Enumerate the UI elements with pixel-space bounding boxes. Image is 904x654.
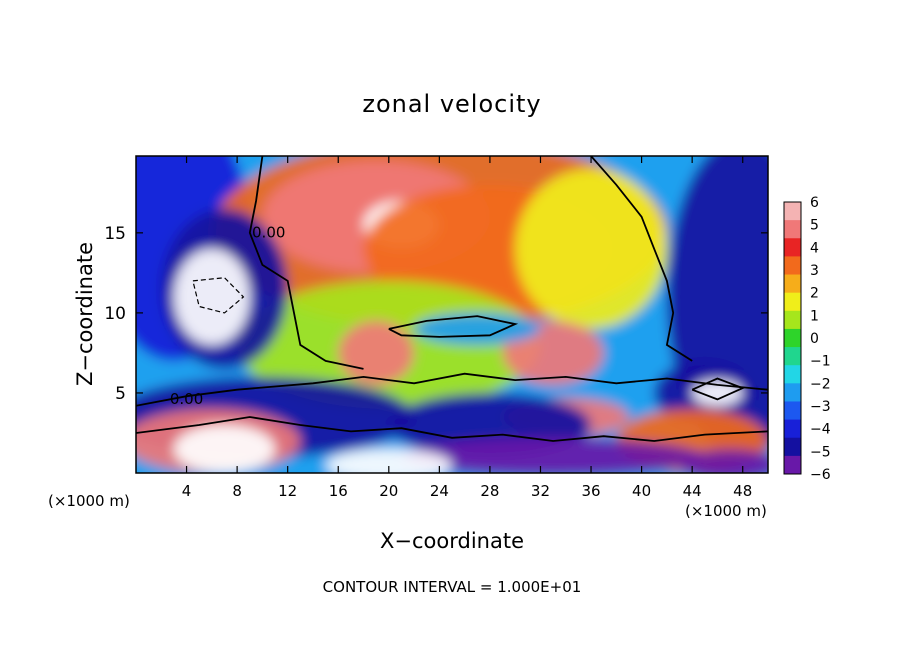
y-tick-label-10: 10 bbox=[104, 304, 126, 324]
colorbar-swatch-3 bbox=[784, 256, 801, 276]
colorbar-label--1: −1 bbox=[810, 354, 831, 370]
velocity-region-24 bbox=[679, 448, 768, 473]
x-axis-label: X−coordinate bbox=[380, 529, 524, 553]
x-tick-label-16: 16 bbox=[329, 482, 348, 500]
colorbar-label-2: 2 bbox=[810, 286, 819, 302]
x-tick-label-40: 40 bbox=[632, 482, 651, 500]
y-axis: 5 10 15 bbox=[104, 224, 768, 404]
plot-frame bbox=[135, 155, 769, 474]
colorbar-swatch-6 bbox=[784, 310, 801, 330]
velocity-region-14 bbox=[173, 248, 250, 345]
x-tick-label-4: 4 bbox=[182, 482, 192, 500]
colorbar-label-3: 3 bbox=[810, 263, 819, 279]
x-tick-label-48: 48 bbox=[733, 482, 752, 500]
x-axis: 4 8 12 16 20 24 28 32 36 40 44 48 bbox=[182, 156, 752, 500]
colorbar-label-5: 5 bbox=[810, 218, 819, 234]
velocity-region-18 bbox=[173, 424, 276, 473]
contour-line-4 bbox=[388, 315, 519, 338]
contour-line-1 bbox=[248, 156, 364, 370]
velocity-region-12 bbox=[414, 312, 541, 345]
colorbar-swatch-1 bbox=[784, 220, 801, 239]
contour-lines bbox=[136, 156, 768, 442]
velocity-region-9 bbox=[338, 320, 415, 385]
colorbar-label-1: 1 bbox=[810, 308, 819, 324]
contour-line-negative bbox=[192, 277, 245, 314]
contour-line-0 bbox=[136, 372, 768, 407]
velocity-region-7 bbox=[515, 168, 667, 329]
colorbar-swatch-14 bbox=[784, 455, 801, 475]
x-tick-label-44: 44 bbox=[683, 482, 702, 500]
x-tick-label-28: 28 bbox=[480, 482, 499, 500]
colorbar-swatch-2 bbox=[784, 238, 801, 257]
contour-line-2 bbox=[590, 156, 693, 362]
x-tick-label-8: 8 bbox=[232, 482, 242, 500]
x-tick-label-32: 32 bbox=[531, 482, 550, 500]
velocity-region-22 bbox=[401, 437, 705, 473]
colorbar-swatch-13 bbox=[784, 437, 801, 457]
colorbar-frame bbox=[783, 201, 802, 475]
y-tick-label-15: 15 bbox=[104, 224, 126, 244]
colorbar-swatch-0 bbox=[784, 202, 801, 221]
x-tick-label-24: 24 bbox=[430, 482, 449, 500]
y-axis-label: Z−coordinate bbox=[73, 242, 97, 386]
x-tick-label-36: 36 bbox=[581, 482, 600, 500]
contour-line-5 bbox=[691, 377, 746, 401]
colorbar-label-4: 4 bbox=[810, 240, 819, 256]
x-unit-right: (×1000 m) bbox=[685, 502, 767, 520]
colorbar-label--3: −3 bbox=[810, 399, 831, 415]
colorbar-label--4: −4 bbox=[810, 422, 831, 438]
colorbar-swatch-11 bbox=[784, 401, 801, 421]
colorbar-swatch-5 bbox=[784, 292, 801, 312]
colorbar-swatch-10 bbox=[784, 383, 801, 402]
colorbar-label--6: −6 bbox=[810, 467, 831, 483]
colorbar-label--2: −2 bbox=[810, 376, 831, 392]
velocity-field bbox=[136, 156, 768, 473]
colorbar-swatch-8 bbox=[784, 347, 801, 366]
colorbar: 6 5 4 3 2 1 0 −1 −2 −3 −4 −5 −6 bbox=[783, 195, 831, 483]
plot-area bbox=[136, 156, 768, 473]
y-tick-label-5: 5 bbox=[115, 384, 126, 404]
chart-title: zonal velocity bbox=[362, 90, 541, 118]
contour-line-3 bbox=[136, 416, 768, 442]
contour-label-0: 0.00 bbox=[252, 224, 285, 242]
contour-interval-note: CONTOUR INTERVAL = 1.000E+01 bbox=[323, 578, 582, 596]
contour-labels: 0.00 0.00 bbox=[170, 224, 286, 409]
colorbar-swatch-7 bbox=[784, 328, 801, 348]
contour-label-1: 0.00 bbox=[170, 390, 203, 408]
colorbar-label-0: 0 bbox=[810, 331, 819, 347]
x-tick-label-12: 12 bbox=[278, 482, 297, 500]
colorbar-swatch-9 bbox=[784, 365, 801, 384]
colorbar-swatch-4 bbox=[784, 274, 801, 294]
colorbar-label-6: 6 bbox=[810, 195, 819, 211]
colorbar-label--5: −5 bbox=[810, 444, 831, 460]
velocity-region-23 bbox=[325, 448, 452, 473]
x-tick-label-20: 20 bbox=[379, 482, 398, 500]
x-unit-left: (×1000 m) bbox=[48, 492, 130, 510]
colorbar-swatch-12 bbox=[784, 419, 801, 439]
